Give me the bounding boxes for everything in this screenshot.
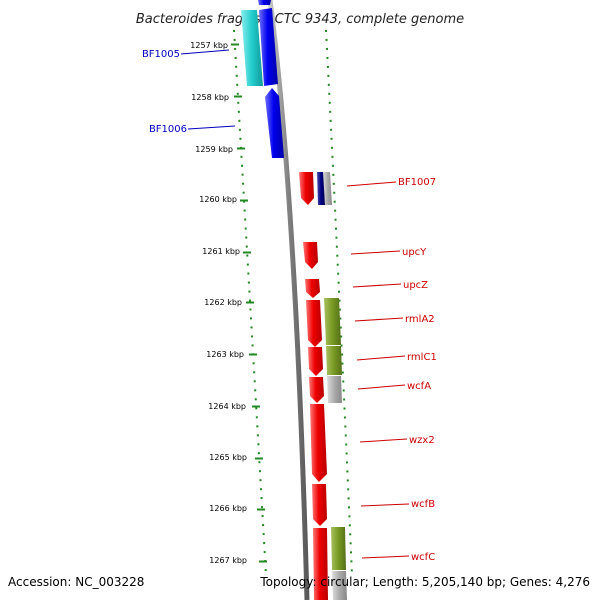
- gene-label-bf1005[interactable]: BF1005: [142, 49, 180, 60]
- tick-label: 1267 kbp: [209, 556, 247, 565]
- tick-mark: [246, 301, 254, 304]
- leader-line-wcfc: [361, 555, 410, 559]
- gene-olive-block-wcfc: [331, 527, 346, 570]
- gene-grey-block-wcfa: [327, 376, 342, 403]
- gene-grey-block-bf1007: [323, 172, 332, 205]
- tick-labels: 1257 kbp 1258 kbp 1259 kbp 1260 kbp 1261…: [190, 41, 247, 565]
- genome-backbone: [267, 0, 310, 600]
- tick-label: 1259 kbp: [195, 145, 233, 154]
- leader-line-rmlc1: [356, 355, 406, 361]
- gene-arrow-upcz: [305, 279, 320, 298]
- gene-arrow-bf1007: [299, 172, 314, 205]
- gene-label-upcy[interactable]: upcY: [402, 247, 427, 258]
- gene-label-wcfc[interactable]: wcfC: [411, 552, 435, 563]
- tick-mark: [257, 508, 265, 511]
- gene-label-bf1007[interactable]: BF1007: [398, 177, 436, 188]
- tick-label: 1263 kbp: [206, 350, 244, 359]
- gene-arrow-bf1005: [259, 8, 278, 86]
- gene-olive-block-upper: [324, 298, 341, 345]
- leader-line-bf1007: [346, 181, 397, 187]
- tick-label: 1266 kbp: [209, 504, 247, 513]
- leader-line-rmla2: [354, 317, 404, 322]
- gene-arrow-wzx2: [310, 404, 327, 482]
- tick-label: 1258 kbp: [191, 93, 229, 102]
- leader-line-wzx2: [359, 438, 408, 443]
- gene-arrow-upcy: [303, 242, 318, 269]
- gene-label-wzx2[interactable]: wzx2: [409, 435, 435, 446]
- gene-labels-left: BF1005 BF1006: [142, 49, 187, 135]
- gene-label-rmlc1[interactable]: rmlC1: [407, 352, 437, 363]
- gene-arrow-wcfc: [313, 528, 328, 600]
- tick-label: 1261 kbp: [202, 247, 240, 256]
- gene-arrow-bf1006: [265, 88, 284, 158]
- tick-mark: [255, 457, 263, 460]
- map-title: Bacteroides fragilis NCTC 9343, complete…: [136, 12, 464, 27]
- label-leader-lines: [180, 49, 410, 559]
- gene-label-wcfb[interactable]: wcfB: [411, 499, 435, 510]
- gene-grey-block-wcfc: [332, 571, 347, 600]
- tick-label: 1260 kbp: [199, 195, 237, 204]
- gene-labels-right: BF1007 upcY upcZ rmlA2 rmlC1 wcfA wzx2 w…: [398, 177, 437, 563]
- tick-label: 1265 kbp: [209, 453, 247, 462]
- leader-line-upcy: [350, 250, 401, 255]
- tick-mark: [234, 95, 242, 98]
- tick-label: 1262 kbp: [204, 298, 242, 307]
- tick-mark: [243, 251, 251, 254]
- topology-text: Topology: circular; Length: 5,205,140 bp…: [259, 575, 590, 589]
- tick-marks: [231, 43, 267, 563]
- gene-label-upcz[interactable]: upcZ: [403, 280, 428, 291]
- tick-label: 1257 kbp: [190, 41, 228, 50]
- tick-mark: [231, 43, 239, 46]
- gene-navy-block: [317, 172, 325, 205]
- inner-tick-track-right: [325, 29, 353, 576]
- gene-label-bf1006[interactable]: BF1006: [149, 124, 187, 135]
- tick-label: 1264 kbp: [208, 402, 246, 411]
- gene-olive-block-lower: [326, 346, 342, 375]
- reverse-strand-features: [241, 0, 284, 158]
- tick-mark: [240, 199, 248, 202]
- tick-mark: [252, 405, 260, 408]
- gene-cyan-block: [241, 10, 263, 86]
- forward-strand-features: [299, 172, 347, 600]
- tick-mark: [259, 560, 267, 563]
- gene-arrow-rmla2: [306, 300, 322, 347]
- tick-mark: [237, 147, 245, 150]
- leader-line-bf1006: [187, 125, 236, 130]
- gene-label-rmla2[interactable]: rmlA2: [405, 314, 435, 325]
- gene-label-wcfa[interactable]: wcfA: [407, 381, 431, 392]
- gene-arrow-wcfa: [309, 377, 324, 403]
- inner-tick-track-left: [233, 29, 267, 576]
- leader-line-upcz: [352, 283, 402, 288]
- leader-line-bf1005: [180, 49, 230, 55]
- gene-arrow-rmlc1: [308, 347, 323, 376]
- gene-arrow-top: [258, 0, 271, 5]
- leader-line-wcfa: [357, 384, 406, 390]
- tick-mark: [249, 353, 257, 356]
- gene-arrow-wcfb: [312, 484, 327, 526]
- accession-text: Accession: NC_003228: [8, 575, 144, 589]
- leader-line-wcfb: [360, 503, 410, 507]
